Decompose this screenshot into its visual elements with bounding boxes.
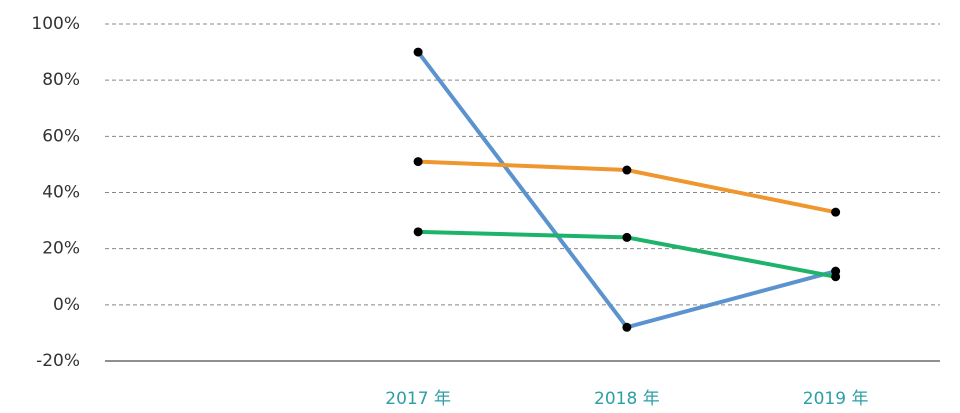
- data-point: [622, 232, 632, 242]
- y-tick-label: -20%: [36, 351, 80, 371]
- data-point: [831, 207, 841, 217]
- data-point: [413, 47, 423, 57]
- data-point: [413, 157, 423, 167]
- y-tick-label: 20%: [42, 239, 80, 259]
- y-tick-label: 100%: [31, 14, 80, 34]
- x-tick-label: 2017 年: [385, 389, 451, 409]
- y-tick-label: 60%: [42, 126, 80, 146]
- y-tick-label: 0%: [53, 295, 80, 315]
- data-point: [831, 272, 841, 282]
- y-tick-label: 80%: [42, 70, 80, 90]
- data-point: [622, 165, 632, 175]
- data-point: [622, 322, 632, 332]
- series-line: [416, 50, 837, 330]
- data-point: [413, 227, 423, 237]
- x-tick-label: 2018 年: [594, 389, 660, 409]
- y-tick-label: 40%: [42, 183, 80, 203]
- x-tick-label: 2019 年: [803, 389, 869, 409]
